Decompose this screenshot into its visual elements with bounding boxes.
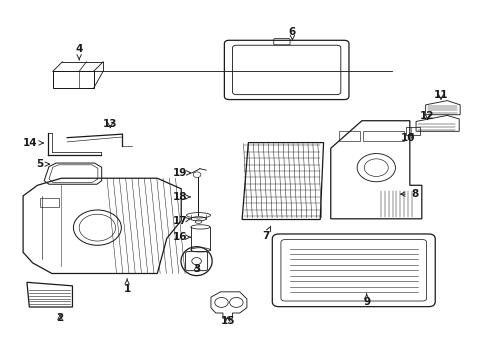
Text: 18: 18 <box>172 192 190 202</box>
Text: 6: 6 <box>288 27 295 40</box>
Text: 3: 3 <box>193 264 200 274</box>
Text: 7: 7 <box>262 226 270 242</box>
Text: 10: 10 <box>400 133 415 143</box>
Text: 16: 16 <box>172 232 190 242</box>
Text: 13: 13 <box>103 119 117 129</box>
Text: 9: 9 <box>363 294 369 307</box>
Text: 14: 14 <box>22 138 43 148</box>
Text: 12: 12 <box>420 112 434 121</box>
Text: 2: 2 <box>56 313 63 323</box>
Text: 5: 5 <box>36 159 49 169</box>
Text: 1: 1 <box>123 279 130 294</box>
Text: 11: 11 <box>433 90 447 100</box>
Text: 19: 19 <box>172 168 190 178</box>
Text: 8: 8 <box>400 189 417 199</box>
Text: 17: 17 <box>172 216 190 226</box>
Text: 4: 4 <box>75 45 82 60</box>
Text: 15: 15 <box>220 316 235 326</box>
